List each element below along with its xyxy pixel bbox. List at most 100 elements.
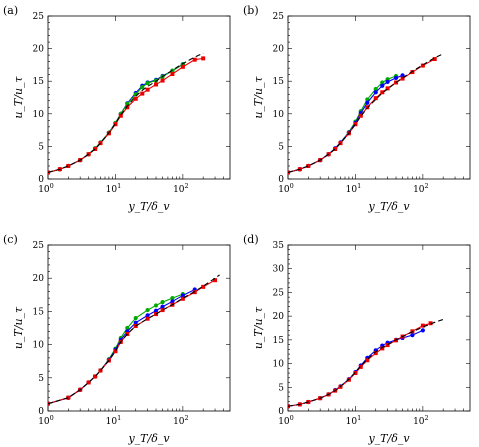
- data-point: [400, 76, 405, 81]
- x-tick-label: 101: [346, 182, 362, 195]
- data-point: [420, 328, 425, 333]
- data-point: [338, 141, 343, 146]
- data-point: [400, 73, 405, 78]
- y-tick-label: 15: [33, 77, 45, 87]
- data-point: [353, 122, 358, 127]
- data-point: [192, 290, 197, 295]
- x-tick-label: 101: [346, 414, 362, 427]
- y-tick-label: 20: [273, 312, 285, 322]
- data-point: [170, 299, 175, 304]
- data-point: [160, 300, 165, 305]
- x-axis-label: y_T/δ_v: [127, 200, 170, 213]
- data-point: [380, 83, 385, 88]
- y-axis-label: u_T/u_τ: [252, 306, 265, 349]
- y-tick-label: 25: [273, 288, 285, 298]
- y-axis-label: u_T/u_τ: [12, 306, 25, 349]
- data-point: [432, 57, 437, 62]
- data-point: [145, 81, 150, 86]
- data-point: [420, 63, 425, 68]
- data-point: [373, 90, 378, 95]
- plot-frame: [287, 15, 471, 180]
- data-point: [133, 320, 138, 325]
- y-tick-label: 5: [38, 142, 44, 152]
- panel-label: (b): [243, 4, 259, 17]
- series-group: [288, 318, 444, 409]
- x-tick-label: 101: [106, 182, 122, 195]
- data-point: [140, 91, 145, 96]
- data-point: [153, 308, 159, 313]
- y-tick-label: 15: [33, 307, 45, 317]
- data-point: [410, 333, 415, 338]
- plot-frame: [47, 244, 231, 412]
- data-point: [145, 313, 150, 318]
- data-point: [118, 113, 123, 118]
- data-point: [358, 364, 363, 369]
- data-point: [153, 303, 159, 308]
- data-point: [160, 308, 165, 313]
- plot-frame: [287, 244, 471, 412]
- data-point: [145, 307, 150, 313]
- series-group: [288, 53, 444, 175]
- data-point: [385, 86, 390, 91]
- data-point: [125, 325, 130, 331]
- data-point: [170, 72, 175, 77]
- panel-label: (a): [3, 4, 18, 17]
- y-tick-label: 5: [38, 374, 44, 384]
- data-point: [353, 371, 358, 376]
- data-point: [365, 97, 370, 102]
- y-tick-label: 20: [273, 45, 285, 55]
- data-point: [160, 304, 165, 309]
- x-axis-label: y_T/δ_v: [127, 432, 170, 445]
- x-tick-label: 102: [173, 182, 189, 195]
- y-tick-label: 20: [33, 274, 45, 284]
- data-point: [428, 321, 433, 326]
- y-tick-label: 15: [273, 336, 285, 346]
- data-point: [365, 358, 370, 363]
- data-point: [373, 86, 378, 92]
- data-point: [145, 316, 150, 321]
- x-axis-label: y_T/δ_v: [367, 432, 410, 445]
- y-axis-label: u_T/u_τ: [252, 75, 265, 118]
- series-line: [48, 57, 204, 174]
- x-tick-label: 102: [413, 182, 429, 195]
- data-point: [66, 395, 71, 400]
- y-tick-label: 5: [278, 383, 284, 393]
- y-tick-label: 10: [273, 110, 285, 120]
- data-point: [201, 284, 206, 289]
- data-point: [98, 368, 103, 373]
- series-line: [48, 52, 204, 174]
- x-tick-label: 100: [278, 182, 294, 195]
- data-point: [333, 147, 338, 152]
- series-line: [48, 279, 216, 405]
- x-tick-label: 102: [413, 414, 429, 427]
- panel-label: (c): [3, 233, 18, 246]
- data-point: [93, 147, 98, 152]
- data-point: [133, 315, 138, 321]
- data-point: [380, 346, 385, 351]
- data-point: [160, 78, 165, 83]
- y-tick-label: 25: [33, 241, 45, 251]
- data-point: [180, 293, 185, 298]
- data-point: [140, 84, 145, 90]
- data-point: [213, 278, 218, 283]
- data-point: [192, 57, 197, 62]
- data-point: [170, 296, 175, 301]
- y-tick-label: 0: [278, 175, 284, 185]
- x-tick-label: 101: [106, 414, 122, 427]
- series-line: [288, 329, 424, 407]
- series-line: [288, 75, 397, 174]
- y-tick-label: 5: [278, 142, 284, 152]
- y-tick-label: 25: [33, 12, 45, 22]
- data-point: [113, 122, 118, 127]
- data-point: [180, 64, 185, 69]
- data-point: [113, 349, 118, 354]
- data-point: [93, 374, 98, 379]
- data-point: [306, 163, 311, 168]
- series-group: [48, 52, 206, 175]
- series-line: [48, 274, 220, 405]
- data-point: [154, 82, 159, 87]
- data-point: [86, 380, 91, 385]
